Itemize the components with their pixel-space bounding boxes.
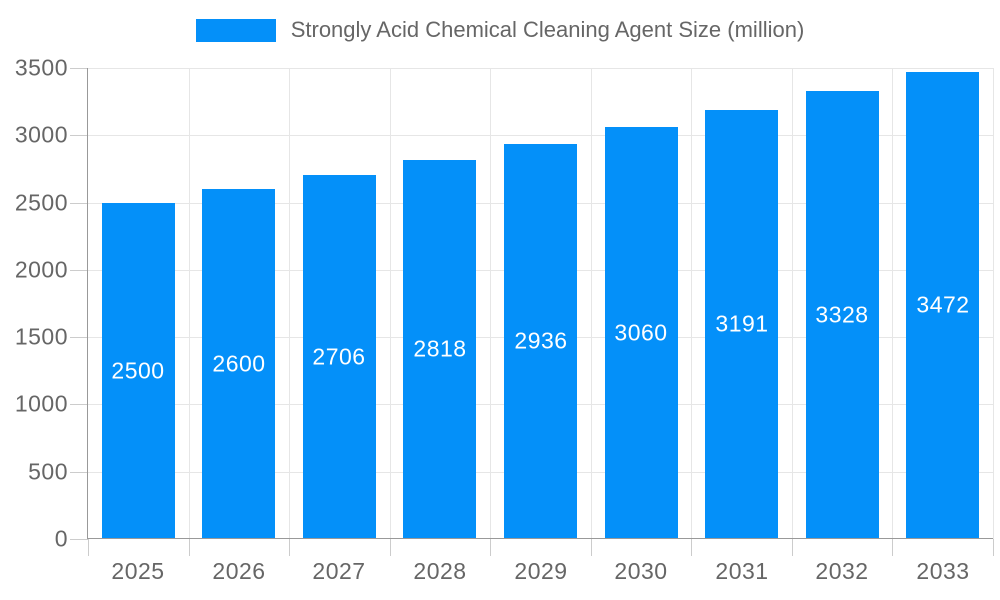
x-tick	[490, 539, 491, 556]
bar-2031[interactable]	[705, 110, 778, 539]
x-axis-line	[87, 538, 993, 539]
gridline-h	[88, 68, 993, 69]
bar-2030[interactable]	[605, 127, 678, 539]
y-tick	[70, 68, 88, 69]
x-tick	[591, 539, 592, 556]
y-tick	[70, 135, 88, 136]
gridline-h	[88, 135, 993, 136]
legend-marker	[195, 18, 276, 42]
x-tick-label: 2031	[715, 558, 769, 584]
x-tick	[993, 539, 994, 556]
legend-item[interactable]: Strongly Acid Chemical Cleaning Agent Si…	[0, 17, 1000, 43]
bar-2033[interactable]	[906, 72, 979, 539]
y-tick-label: 1500	[14, 323, 68, 350]
bar-2032[interactable]	[806, 91, 879, 539]
y-tick-label: 1000	[14, 390, 68, 417]
bar-value-label: 2706	[312, 343, 366, 370]
x-tick-label: 2033	[916, 558, 970, 584]
x-tick-label: 2030	[614, 558, 668, 584]
gridline-v	[792, 68, 793, 539]
x-tick	[289, 539, 290, 556]
y-tick	[70, 404, 88, 405]
bar-2028[interactable]	[403, 160, 476, 539]
x-tick-label: 2029	[514, 558, 568, 584]
x-tick	[189, 539, 190, 556]
bar-value-label: 3328	[815, 301, 869, 328]
x-tick	[88, 539, 89, 556]
y-tick	[70, 337, 88, 338]
bar-2029[interactable]	[504, 144, 577, 539]
gridline-v	[289, 68, 290, 539]
bar-value-label: 2818	[413, 335, 467, 362]
bar-value-label: 3060	[614, 319, 668, 346]
x-tick-label: 2028	[413, 558, 467, 584]
y-tick-label: 3500	[14, 54, 68, 81]
gridline-v	[390, 68, 391, 539]
y-tick-label: 0	[54, 525, 68, 552]
gridline-v	[993, 68, 994, 539]
gridline-v	[490, 68, 491, 539]
bar-value-label: 3191	[715, 310, 769, 337]
y-tick-label: 3000	[14, 121, 68, 148]
y-tick-label: 2000	[14, 256, 68, 283]
y-axis-line	[87, 68, 88, 539]
bar-2027[interactable]	[303, 175, 376, 539]
x-tick	[691, 539, 692, 556]
bar-value-label: 2500	[111, 357, 165, 384]
y-tick	[70, 472, 88, 473]
y-tick	[70, 539, 88, 540]
x-tick-label: 2026	[212, 558, 266, 584]
bar-value-label: 3472	[916, 291, 970, 318]
bar-2025[interactable]	[102, 203, 175, 539]
x-tick	[390, 539, 391, 556]
y-tick	[70, 203, 88, 204]
gridline-v	[591, 68, 592, 539]
x-tick	[892, 539, 893, 556]
x-tick-label: 2032	[815, 558, 869, 584]
bar-value-label: 2936	[514, 327, 568, 354]
y-tick-label: 500	[28, 458, 68, 485]
legend-label: Strongly Acid Chemical Cleaning Agent Si…	[290, 17, 805, 42]
y-tick	[70, 270, 88, 271]
x-tick-label: 2027	[312, 558, 366, 584]
gridline-v	[189, 68, 190, 539]
y-tick-label: 2500	[14, 189, 68, 216]
bar-value-label: 2600	[212, 350, 266, 377]
gridline-v	[691, 68, 692, 539]
x-tick	[792, 539, 793, 556]
x-tick-label: 2025	[111, 558, 165, 584]
gridline-v	[892, 68, 893, 539]
bar-2026[interactable]	[202, 189, 275, 539]
